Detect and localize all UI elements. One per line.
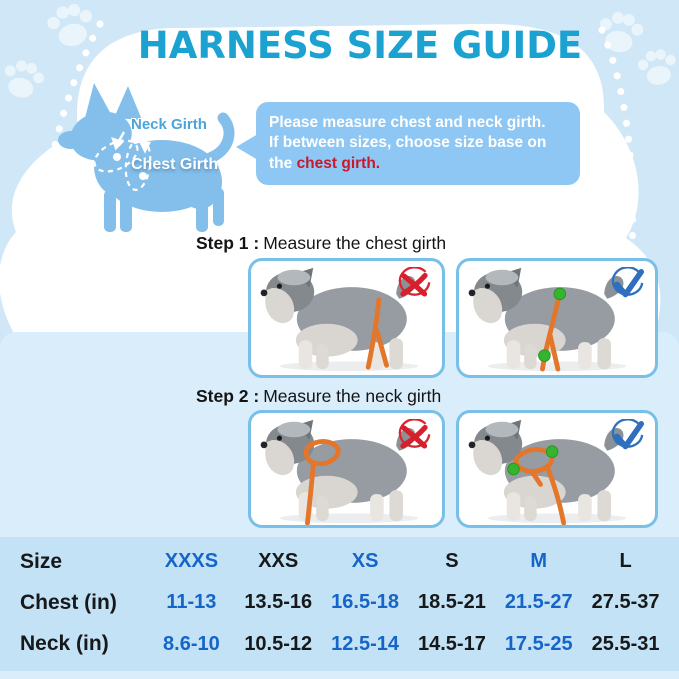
step2-right-photo-card <box>456 410 658 528</box>
table-cell: 25.5-31 <box>591 632 660 655</box>
table-cell: 8.6-10 <box>163 632 220 655</box>
size-header-cell: Size <box>20 549 63 573</box>
row-label-cell: Neck (in) <box>20 632 109 656</box>
plush-dog-photo <box>468 419 627 525</box>
table-cell: 14.5-17 <box>417 632 486 655</box>
table-header-cell: L <box>619 550 632 573</box>
table-cell: 27.5-37 <box>591 591 660 614</box>
table-panel <box>0 537 679 671</box>
table-cell: 13.5-16 <box>244 591 313 614</box>
measure-note-bubble: Please measure chest and neck girth. If … <box>236 102 580 186</box>
dog-silhouette-diagram <box>58 83 235 232</box>
table-header-cell: XXS <box>258 550 299 573</box>
table-header-cell: XXXS <box>164 550 219 573</box>
table-cell: 17.5-25 <box>504 632 573 655</box>
note-line: Please measure chest and neck girth. <box>269 114 546 131</box>
measure-point-dot <box>507 445 559 476</box>
note-line: If between sizes, choose size base on <box>269 134 547 152</box>
step1-right-photo-card <box>456 258 658 378</box>
neck-measure-line <box>93 139 139 173</box>
step2-wrong-photo-card <box>248 410 445 528</box>
page-title: HARNESS SIZE GUIDE <box>137 24 583 67</box>
table-cell: 16.5-18 <box>331 591 399 614</box>
table-cell: 12.5-14 <box>331 632 399 655</box>
x-mark-icon <box>393 267 435 303</box>
arrow-icon <box>111 131 152 154</box>
table-header-cell: XS <box>351 550 379 573</box>
table-header-cell: M <box>530 550 548 573</box>
bubble-tail <box>236 134 258 160</box>
x-mark-icon <box>393 419 435 455</box>
bottom-strip <box>0 671 679 679</box>
plush-dog-photo <box>260 419 419 525</box>
table-cell: 18.5-21 <box>417 591 486 614</box>
step1-wrong-photo-card <box>248 258 445 378</box>
table-cell: 21.5-27 <box>504 591 573 614</box>
table-header-cell: S <box>445 550 459 573</box>
neck-girth-label: Neck Girth <box>131 116 207 133</box>
plush-dog-photo <box>468 267 627 372</box>
plush-dog-photo <box>260 267 419 372</box>
check-mark-icon <box>606 419 648 455</box>
note-line: the chest girth. <box>269 154 381 172</box>
chest-girth-label: Chest Girth <box>131 156 219 173</box>
size-table: Size XXXS XXS XS S M L Chest (in) 11-13 … <box>0 537 679 671</box>
chest-girth-highlight: chest girth <box>296 154 376 172</box>
measuring-tape <box>303 439 341 525</box>
row-label-cell: Chest (in) <box>20 590 117 614</box>
table-cell: 11-13 <box>166 591 217 614</box>
dotted-arc <box>598 26 637 286</box>
measuring-tape <box>365 297 389 370</box>
measure-point-dot <box>538 287 567 362</box>
table-cell: 10.5-12 <box>244 632 313 655</box>
step-2-title: Step 2 : Measure the neck girth <box>196 386 442 406</box>
chest-measure-line <box>124 137 152 191</box>
step-1-title: Step 1 : Measure the chest girth <box>196 233 447 253</box>
check-mark-icon <box>606 267 648 303</box>
